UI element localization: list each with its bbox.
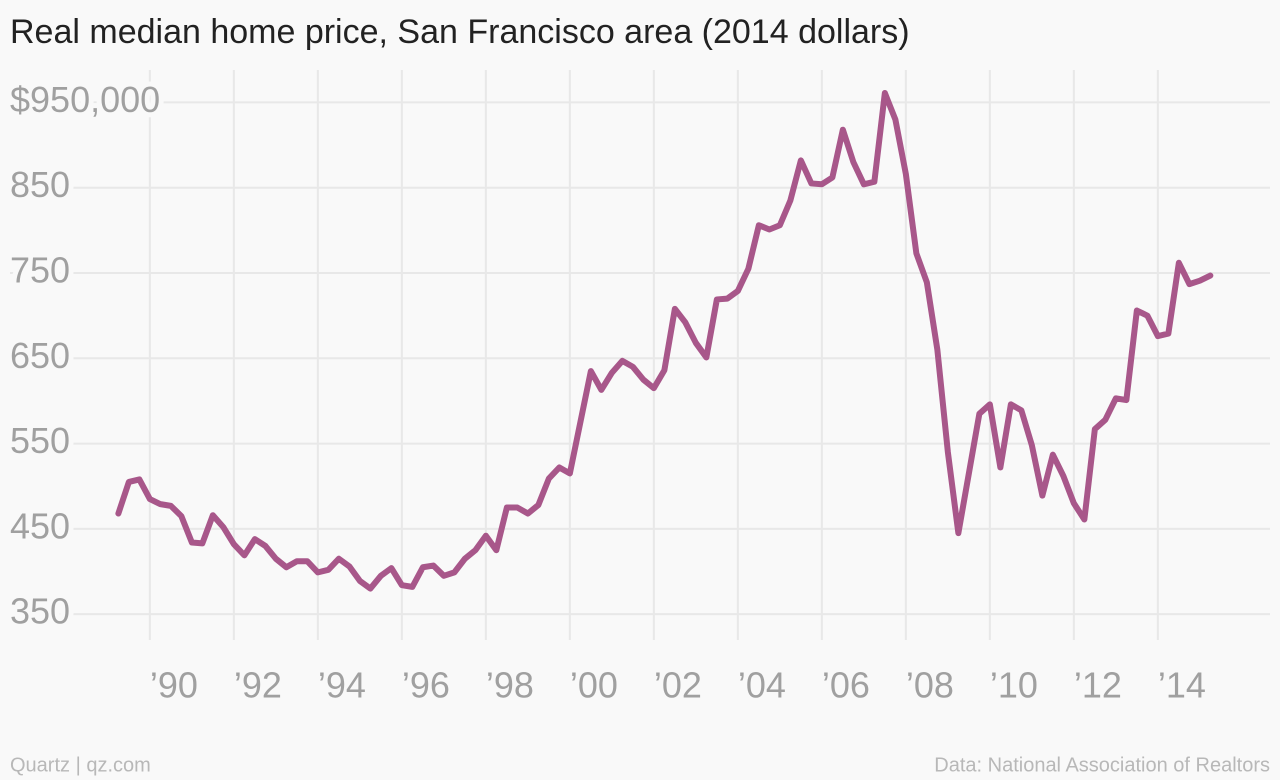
- x-tick-label: ’02: [654, 665, 702, 706]
- x-tick-label: ’14: [1158, 665, 1206, 706]
- y-tick-label: 350: [10, 591, 70, 632]
- x-tick-label: ’08: [906, 665, 954, 706]
- x-tick-label: ’92: [234, 665, 282, 706]
- x-tick-label: ’06: [822, 665, 870, 706]
- y-tick-label: 750: [10, 250, 70, 291]
- y-tick-label: 650: [10, 335, 70, 376]
- y-tick-label: $950,000: [10, 79, 160, 120]
- x-tick-label: ’98: [486, 665, 534, 706]
- x-tick-label: ’12: [1074, 665, 1122, 706]
- x-tick-label: ’04: [738, 665, 786, 706]
- chart-title: Real median home price, San Francisco ar…: [10, 13, 910, 51]
- line: [115, 90, 1214, 592]
- credit: Quartz | qz.com: [10, 754, 151, 776]
- x-tick-label: ’96: [402, 665, 450, 706]
- x-tick-label: ’90: [150, 665, 198, 706]
- y-tick-label: 850: [10, 164, 70, 205]
- y-tick-label: 550: [10, 420, 70, 461]
- x-tick-label: ’94: [318, 665, 366, 706]
- y-tick-label: 450: [10, 505, 70, 546]
- source: Data: National Association of Realtors: [934, 754, 1270, 776]
- x-tick-label: ’10: [990, 665, 1038, 706]
- x-tick-label: ’00: [570, 665, 618, 706]
